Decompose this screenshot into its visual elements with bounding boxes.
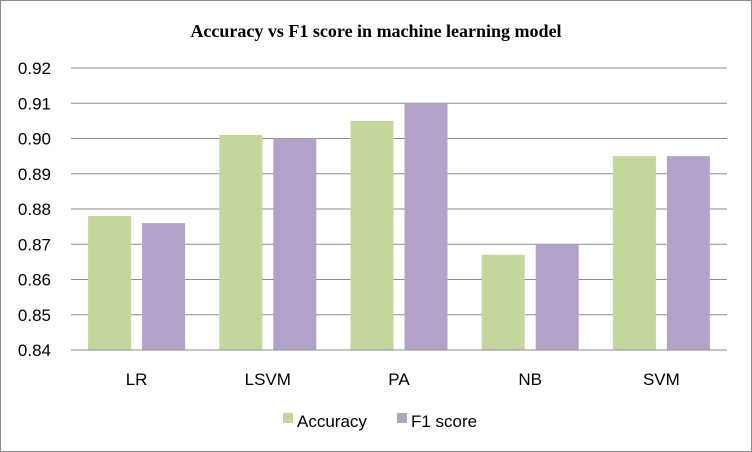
x-category-label: LSVM bbox=[245, 370, 291, 389]
chart-title: Accuracy vs F1 score in machine learning… bbox=[190, 21, 561, 41]
legend: Accuracy F1 score bbox=[283, 412, 477, 431]
bar-accuracy-lr bbox=[88, 216, 132, 350]
legend-swatch bbox=[397, 413, 407, 423]
y-tick-label: 0.92 bbox=[18, 59, 51, 78]
bar-f1-score-lr bbox=[142, 223, 186, 350]
legend-label: F1 score bbox=[411, 412, 477, 431]
x-category-label: NB bbox=[518, 370, 542, 389]
bar-f1-score-nb bbox=[535, 244, 579, 350]
y-tick-label: 0.88 bbox=[18, 200, 51, 219]
x-axis-category-labels: LR LSVM PA NB SVM bbox=[126, 370, 680, 389]
bars bbox=[88, 103, 710, 350]
bar-f1-score-svm bbox=[666, 156, 710, 350]
y-tick-label: 0.89 bbox=[18, 165, 51, 184]
legend-label: Accuracy bbox=[297, 412, 367, 431]
y-tick-label: 0.90 bbox=[18, 130, 51, 149]
legend-swatch bbox=[283, 413, 293, 423]
y-tick-label: 0.84 bbox=[18, 341, 51, 360]
bar-accuracy-nb bbox=[481, 254, 525, 350]
y-tick-label: 0.87 bbox=[18, 235, 51, 254]
y-axis-tick-labels: 0.84 0.85 0.86 0.87 0.88 0.89 0.90 0.91 0.92 bbox=[18, 59, 51, 360]
bar-accuracy-lsvm bbox=[219, 134, 263, 350]
bar-accuracy-pa bbox=[350, 120, 394, 350]
y-tick-label: 0.86 bbox=[18, 271, 51, 290]
bar-accuracy-svm bbox=[612, 156, 656, 350]
y-tick-label: 0.85 bbox=[18, 306, 51, 325]
bar-f1-score-pa bbox=[404, 103, 448, 350]
x-category-label: LR bbox=[126, 370, 148, 389]
y-tick-label: 0.91 bbox=[18, 94, 51, 113]
x-category-label: SVM bbox=[643, 370, 680, 389]
bar-f1-score-lsvm bbox=[273, 138, 317, 350]
x-category-label: PA bbox=[388, 370, 410, 389]
